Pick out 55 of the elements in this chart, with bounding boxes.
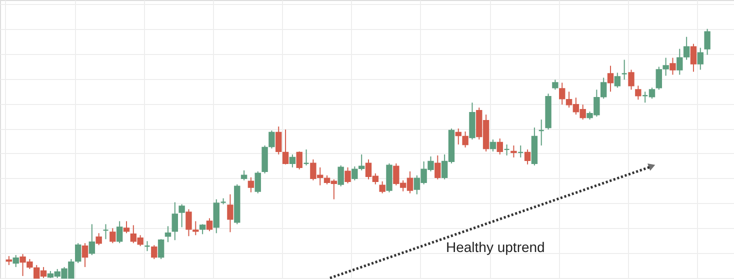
candlestick <box>455 128 462 145</box>
candlestick <box>496 138 503 155</box>
candlestick <box>123 220 130 234</box>
candlestick <box>635 85 642 100</box>
candlestick <box>96 232 102 246</box>
annotation: Healthy uptrend <box>446 239 545 255</box>
candlestick <box>12 254 19 268</box>
candlestick <box>206 218 213 232</box>
candlestick <box>254 170 261 194</box>
candlestick <box>282 129 289 165</box>
candlestick <box>144 240 150 252</box>
candlestick <box>510 144 517 158</box>
candlestick <box>268 130 275 149</box>
candlestick <box>248 176 254 193</box>
candlestick <box>82 242 88 268</box>
candlestick <box>110 228 116 244</box>
candlestick <box>352 166 358 181</box>
candlestick <box>178 204 185 228</box>
candlestick <box>552 79 558 90</box>
candlestick <box>88 224 96 256</box>
candlestick <box>504 144 510 156</box>
candlestick <box>434 154 441 180</box>
candlestick <box>338 164 344 187</box>
candlestick <box>240 170 248 181</box>
candlestick <box>116 220 123 244</box>
candlestick <box>164 226 172 243</box>
candlestick <box>158 238 164 260</box>
candlestick <box>276 126 282 155</box>
candlestick <box>704 28 710 56</box>
candlestick <box>199 224 206 235</box>
candlestick <box>628 69 634 90</box>
candlestick <box>262 144 268 174</box>
candlestick <box>614 72 621 88</box>
candlestick <box>102 224 109 240</box>
candlestick <box>172 202 178 241</box>
candlestick <box>538 119 544 146</box>
candlestick <box>670 57 676 76</box>
candlestick <box>151 244 158 260</box>
candlestick <box>227 194 234 233</box>
candlestick <box>289 154 296 168</box>
candlestick <box>358 154 365 171</box>
candlestick <box>344 166 351 184</box>
candlestick <box>296 150 302 170</box>
candlestick <box>559 82 566 106</box>
candlestick <box>462 131 468 148</box>
candlestick <box>697 47 704 70</box>
candlestick <box>74 242 82 264</box>
candlestick <box>490 139 496 152</box>
candlestick <box>379 180 386 194</box>
candlestick <box>303 148 310 166</box>
candlestick <box>621 59 628 80</box>
candlestick <box>607 65 614 92</box>
candlestick <box>524 148 531 165</box>
candlestick <box>518 144 524 158</box>
candlestick <box>690 43 697 72</box>
